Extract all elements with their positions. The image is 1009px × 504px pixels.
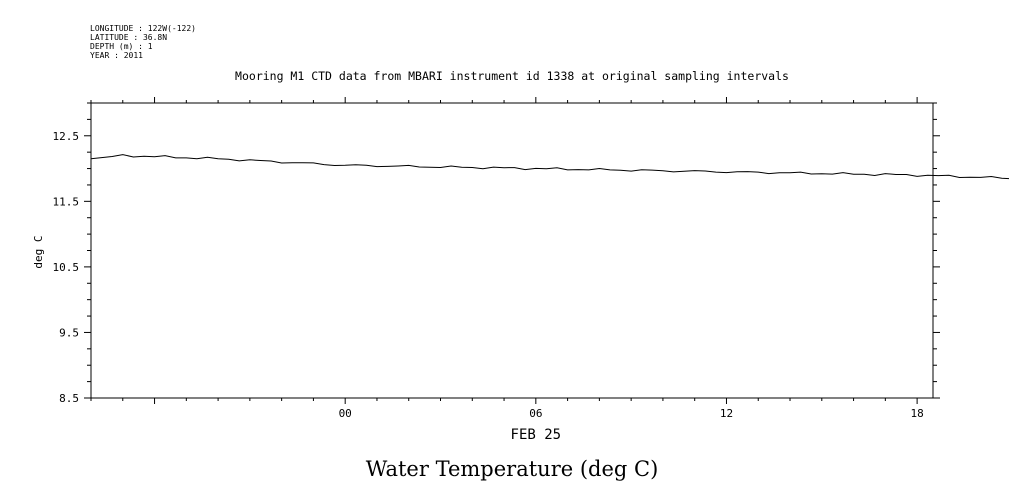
y-axis-tick-labels: 8.5 9.5 10.5 11.5 12.5 <box>53 130 80 405</box>
x-axis-date-labels: FEB 25FEB 26FEB 27FEB 28MAR 1MAR 2MAR 3 <box>511 427 562 443</box>
y-tick-label: 8.5 <box>59 392 79 405</box>
x-tick-label: 12 <box>720 407 733 420</box>
year-label: YEAR : 2011 <box>90 51 143 60</box>
chart-title: Mooring M1 CTD data from MBARI instrumen… <box>235 69 789 83</box>
y-tick-label: 10.5 <box>53 261 80 274</box>
date-label: FEB 25 <box>511 427 562 443</box>
x-tick-label: 00 <box>339 407 352 420</box>
depth-label: DEPTH (m) : 1 <box>90 42 153 51</box>
plot-frame <box>90 102 934 399</box>
y-axis-label: deg C <box>32 235 45 268</box>
y-tick-label: 9.5 <box>59 326 79 339</box>
x-tick-label: 18 <box>910 407 923 420</box>
x-axis-hour-labels: 0006121800061218000612180006121800061218… <box>339 407 924 420</box>
latitude-label: LATITUDE : 36.8N <box>90 33 167 42</box>
x-axis-label: Water Temperature (deg C) <box>366 457 659 481</box>
x-tick-label: 06 <box>529 407 542 420</box>
y-tick-label: 11.5 <box>53 195 80 208</box>
tick-marks <box>84 97 940 404</box>
longitude-label: LONGITUDE : 122W(-122) <box>90 24 196 33</box>
y-tick-label: 12.5 <box>53 130 80 143</box>
series-line-water-temperature <box>90 154 1009 180</box>
